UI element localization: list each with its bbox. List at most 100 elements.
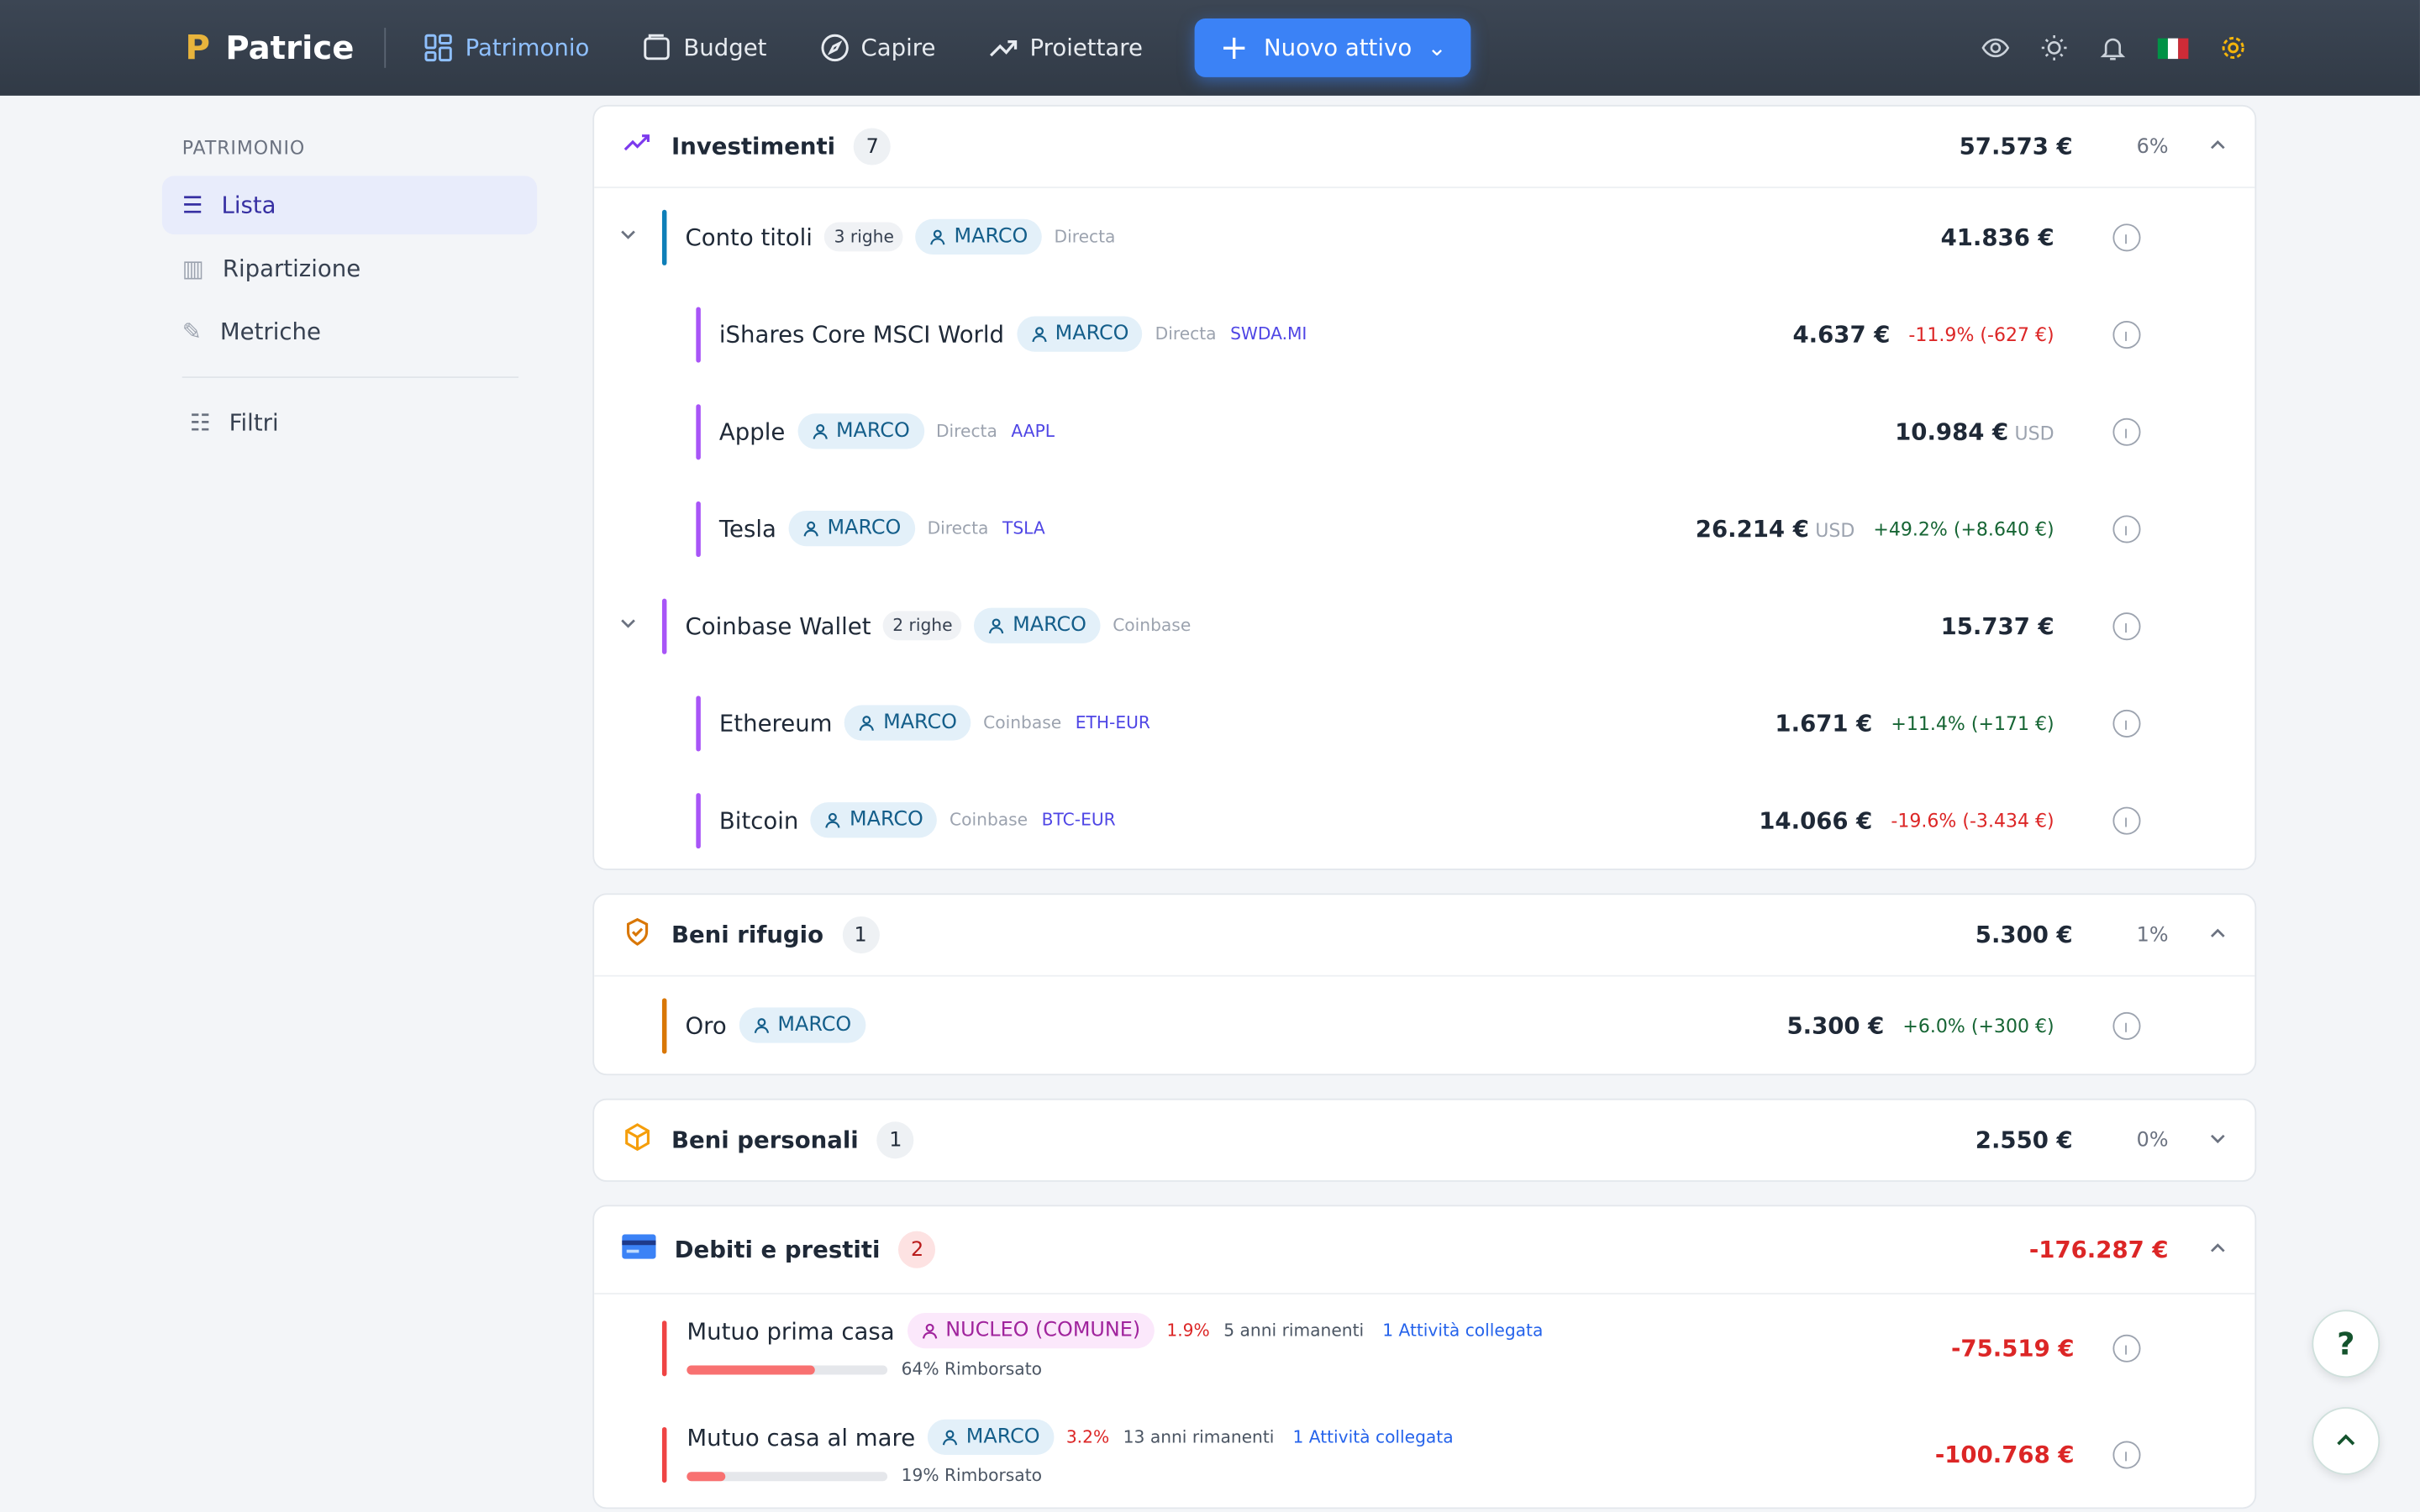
nav-item[interactable]: Capire — [819, 33, 935, 64]
currency: USD — [2014, 422, 2054, 444]
color-bar — [696, 306, 701, 362]
nav-label: Proiettare — [1029, 34, 1143, 62]
progress-fill — [687, 1365, 816, 1375]
info-button[interactable] — [2112, 612, 2141, 640]
row-count: 2 righe — [883, 611, 962, 641]
notifications[interactable] — [2099, 34, 2127, 61]
language-flag[interactable] — [2157, 36, 2189, 60]
holding-info: Ethereum MARCO Coinbase ETH-EUR — [719, 705, 1150, 741]
broker: Directa — [1155, 323, 1217, 344]
debt-name: Mutuo casa al mare — [687, 1423, 916, 1452]
help-button[interactable]: ? — [2312, 1310, 2381, 1378]
group-toggle[interactable] — [2208, 1236, 2227, 1263]
ticker: ETH-EUR — [1075, 712, 1150, 733]
asset-group: Beni personali 1 2.550 € 0% — [592, 1098, 2257, 1182]
color-bar — [696, 792, 701, 848]
color-bar — [696, 695, 701, 751]
amount: 5.300 € — [1786, 1011, 1885, 1040]
remaining-term: 13 anni rimanenti — [1123, 1426, 1275, 1447]
group-count: 2 — [898, 1231, 936, 1268]
group-name: Investimenti — [671, 132, 836, 161]
change: -19.6% (-3.434 €) — [1891, 809, 2054, 832]
holding-info: Tesla MARCO Directa TSLA — [719, 510, 1045, 547]
broker: Directa — [1054, 226, 1116, 247]
holding-row: Bitcoin MARCO Coinbase BTC-EUR 14.066 € -19.6… — [594, 771, 2254, 869]
info-button[interactable] — [2112, 417, 2141, 445]
chevron[interactable] — [619, 225, 638, 249]
sidebar-item[interactable]: ☷ Filtri — [189, 408, 279, 437]
info-button[interactable] — [2112, 1011, 2141, 1040]
value-group: 4.637 € -11.9% (-627 €) — [1792, 320, 2054, 348]
nav-item[interactable]: Budget — [642, 33, 766, 64]
value-group: 26.214 € USD +49.2% (+8.640 €) — [1696, 515, 2054, 543]
info-button[interactable] — [2112, 1333, 2141, 1362]
owner-name: MARCO — [1013, 614, 1086, 638]
group-total: 57.573 € — [1959, 132, 2073, 161]
info-button[interactable] — [2112, 1440, 2141, 1468]
info-button[interactable] — [2112, 708, 2141, 738]
account-info: Conto titoli 3 righe MARCO Directa — [685, 218, 1128, 255]
visibility-toggle[interactable] — [1981, 34, 2010, 61]
owner-badge: MARCO — [927, 1419, 1055, 1456]
ticker: BTC-EUR — [1041, 810, 1116, 831]
owner-badge: MARCO — [974, 607, 1101, 643]
owner-badge: MARCO — [811, 802, 938, 838]
sidebar-label: Filtri — [229, 408, 279, 437]
color-bar — [661, 1320, 667, 1377]
amount: 14.066 € — [1759, 806, 1873, 834]
sidebar-label: Metriche — [219, 318, 321, 346]
nav-item[interactable]: Proiettare — [988, 33, 1143, 64]
sidebar-item[interactable]: ✎ Metriche — [182, 318, 321, 346]
owner-name: MARCO — [954, 225, 1028, 249]
color-bar — [661, 597, 667, 654]
group-toggle[interactable] — [2208, 133, 2227, 160]
sidebar-item[interactable]: ▥ Ripartizione — [182, 255, 361, 283]
toolbar-icons — [1981, 34, 2247, 61]
group-header[interactable]: Beni personali 1 2.550 € 0% — [594, 1100, 2254, 1181]
interest-rate: 3.2% — [1065, 1426, 1110, 1447]
value-group: -100.768 € — [1935, 1441, 2075, 1468]
sidebar-item[interactable]: ☰ Lista — [161, 176, 538, 235]
group-toggle[interactable] — [2208, 921, 2227, 949]
holding-name: Apple — [718, 417, 786, 445]
owner-name: MARCO — [777, 1013, 852, 1037]
settings[interactable] — [2219, 34, 2247, 61]
color-bar — [696, 501, 701, 557]
account-row: Conto titoli 3 righe MARCO Directa 41.836 € — [594, 188, 2254, 286]
group-toggle[interactable] — [2208, 1126, 2227, 1154]
info-button[interactable] — [2112, 806, 2141, 834]
group-header[interactable]: Beni rifugio 1 5.300 € 1% — [594, 895, 2255, 977]
linked-assets[interactable]: 1 Attività collegata — [1382, 1320, 1544, 1341]
row-count: 3 righe — [824, 222, 903, 252]
theme-toggle[interactable] — [2040, 34, 2068, 61]
progress-track — [687, 1365, 888, 1375]
value: 15.737 € — [1941, 612, 2054, 639]
owner-badge: MARCO — [1016, 316, 1143, 352]
info-button[interactable] — [2112, 223, 2141, 251]
group-header[interactable]: Investimenti 7 57.573 € 6% — [594, 107, 2255, 189]
repaid-label: 64% Rimborsato — [901, 1359, 1043, 1380]
value: 4.637 € — [1792, 320, 1890, 348]
debt-row: Mutuo prima casa NUCLEO (COMUNE) 1.9% 5 ann… — [594, 1294, 2254, 1401]
account-name: Oro — [685, 1011, 727, 1040]
amount: 41.836 € — [1940, 223, 2054, 251]
group-total: -176.287 € — [2028, 1236, 2169, 1264]
brand[interactable]: P Patrice — [185, 28, 355, 67]
account-name: Coinbase Wallet — [685, 612, 871, 640]
broker: Coinbase — [1113, 615, 1192, 636]
nav-item[interactable]: Patrimonio — [424, 33, 589, 64]
cta-label: Nuovo attivo — [1264, 34, 1413, 62]
interest-rate: 1.9% — [1166, 1320, 1210, 1341]
new-asset-button[interactable]: + Nuovo attivo ⌄ — [1195, 18, 1472, 77]
nav-label: Patrimonio — [465, 34, 590, 62]
group-header[interactable]: Debiti e prestiti 2 -176.287 € — [594, 1206, 2255, 1294]
info-button[interactable] — [2112, 320, 2141, 349]
sidebar: PATRIMONIO ☰ Lista ▥ Ripartizione ✎ Metrich… — [0, 96, 571, 1512]
info-button[interactable] — [2112, 514, 2141, 543]
asset-group: Investimenti 7 57.573 € 6% Conto titoli 3 rig… — [592, 104, 2257, 870]
scroll-top-button[interactable] — [2312, 1407, 2381, 1475]
asset-group: Debiti e prestiti 2 -176.287 € Mutuo prima … — [592, 1205, 2257, 1509]
chevron[interactable] — [619, 614, 638, 638]
linked-assets[interactable]: 1 Attività collegata — [1292, 1426, 1454, 1447]
